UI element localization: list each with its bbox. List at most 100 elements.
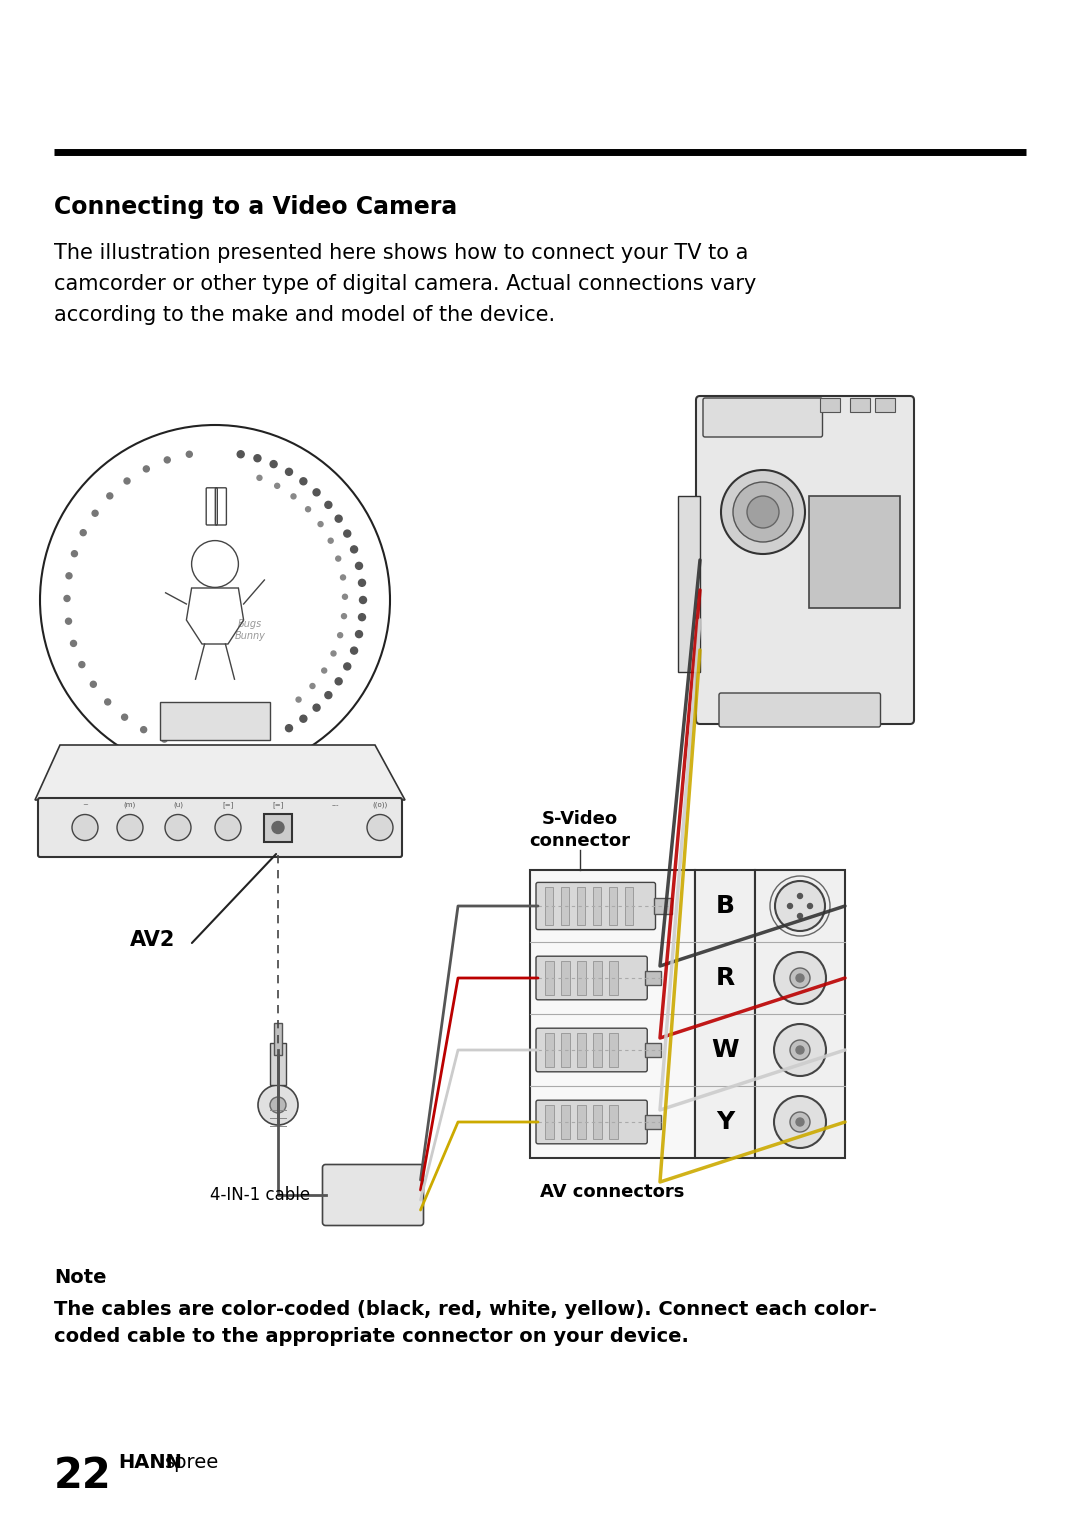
Bar xyxy=(645,1115,661,1128)
Bar xyxy=(609,962,618,995)
Text: HANN: HANN xyxy=(118,1453,181,1472)
Circle shape xyxy=(144,466,149,472)
Circle shape xyxy=(254,454,261,462)
Circle shape xyxy=(342,595,348,599)
Circle shape xyxy=(343,531,351,537)
Circle shape xyxy=(789,968,810,988)
Circle shape xyxy=(296,697,301,702)
Circle shape xyxy=(165,815,191,841)
Text: [=]: [=] xyxy=(222,801,233,807)
Bar xyxy=(545,1105,554,1139)
Circle shape xyxy=(774,1024,826,1076)
Text: ~: ~ xyxy=(82,803,87,807)
Circle shape xyxy=(270,1096,286,1113)
Bar xyxy=(274,1023,282,1055)
Circle shape xyxy=(330,651,336,656)
Text: Note: Note xyxy=(54,1268,107,1287)
Bar xyxy=(577,1034,586,1067)
Bar xyxy=(609,1034,618,1067)
Bar xyxy=(678,495,700,673)
Text: B: B xyxy=(715,894,734,917)
FancyBboxPatch shape xyxy=(536,1101,647,1144)
Circle shape xyxy=(66,618,71,624)
Text: AV connectors: AV connectors xyxy=(540,1183,685,1200)
FancyBboxPatch shape xyxy=(536,1027,647,1072)
Bar xyxy=(160,702,270,740)
Bar xyxy=(264,813,292,841)
Circle shape xyxy=(285,725,293,732)
Polygon shape xyxy=(35,745,405,800)
Text: AV2: AV2 xyxy=(130,930,175,950)
Circle shape xyxy=(789,1112,810,1131)
Circle shape xyxy=(359,613,365,621)
Circle shape xyxy=(71,550,78,557)
Circle shape xyxy=(91,682,96,687)
Circle shape xyxy=(72,815,98,841)
Circle shape xyxy=(775,881,825,931)
Bar xyxy=(625,887,633,925)
Circle shape xyxy=(747,495,779,528)
Circle shape xyxy=(272,821,284,833)
Circle shape xyxy=(343,664,351,670)
Circle shape xyxy=(92,511,98,517)
Circle shape xyxy=(367,815,393,841)
Bar xyxy=(545,962,554,995)
Circle shape xyxy=(325,691,332,699)
Text: (m): (m) xyxy=(124,801,136,807)
Circle shape xyxy=(215,815,241,841)
Text: 4-IN-1 cable: 4-IN-1 cable xyxy=(211,1187,311,1203)
Bar xyxy=(609,887,617,925)
Circle shape xyxy=(161,735,167,742)
Circle shape xyxy=(338,633,342,638)
Circle shape xyxy=(328,538,334,543)
FancyBboxPatch shape xyxy=(536,882,656,930)
Bar xyxy=(850,398,869,411)
Circle shape xyxy=(40,425,390,775)
Bar xyxy=(561,962,570,995)
Bar xyxy=(593,1034,602,1067)
Text: The cables are color-coded (black, red, white, yellow). Connect each color-
code: The cables are color-coded (black, red, … xyxy=(54,1300,877,1346)
Circle shape xyxy=(733,482,793,541)
Text: ---: --- xyxy=(332,803,339,807)
Circle shape xyxy=(187,451,192,457)
Bar xyxy=(809,495,900,609)
Circle shape xyxy=(336,557,340,561)
Circle shape xyxy=(122,714,127,720)
Circle shape xyxy=(79,662,85,668)
Circle shape xyxy=(797,913,802,919)
Circle shape xyxy=(774,1096,826,1148)
FancyBboxPatch shape xyxy=(38,798,402,856)
Bar xyxy=(561,1034,570,1067)
Text: The illustration presented here shows how to connect your TV to a
camcorder or o: The illustration presented here shows ho… xyxy=(54,243,756,326)
Circle shape xyxy=(721,469,805,553)
Bar xyxy=(696,870,755,1157)
Circle shape xyxy=(359,579,365,586)
Bar xyxy=(270,1043,286,1086)
Circle shape xyxy=(797,893,802,899)
Bar xyxy=(609,1105,618,1139)
Bar xyxy=(755,870,845,1157)
Bar xyxy=(645,971,661,985)
Bar xyxy=(577,887,585,925)
Text: spree: spree xyxy=(165,1453,219,1472)
Circle shape xyxy=(105,699,110,705)
Circle shape xyxy=(787,904,793,908)
Circle shape xyxy=(285,468,293,476)
Circle shape xyxy=(351,546,357,553)
Bar xyxy=(577,1105,586,1139)
Circle shape xyxy=(274,483,280,488)
Text: Connecting to a Video Camera: Connecting to a Video Camera xyxy=(54,196,457,219)
Circle shape xyxy=(796,1046,804,1053)
Circle shape xyxy=(66,573,72,579)
Circle shape xyxy=(124,479,130,485)
Circle shape xyxy=(300,716,307,722)
Circle shape xyxy=(796,974,804,982)
Bar xyxy=(545,1034,554,1067)
Circle shape xyxy=(360,596,366,604)
Bar xyxy=(875,398,895,411)
Circle shape xyxy=(117,815,143,841)
Bar xyxy=(561,1105,570,1139)
Circle shape xyxy=(335,515,342,523)
Circle shape xyxy=(335,677,342,685)
Circle shape xyxy=(270,460,278,468)
